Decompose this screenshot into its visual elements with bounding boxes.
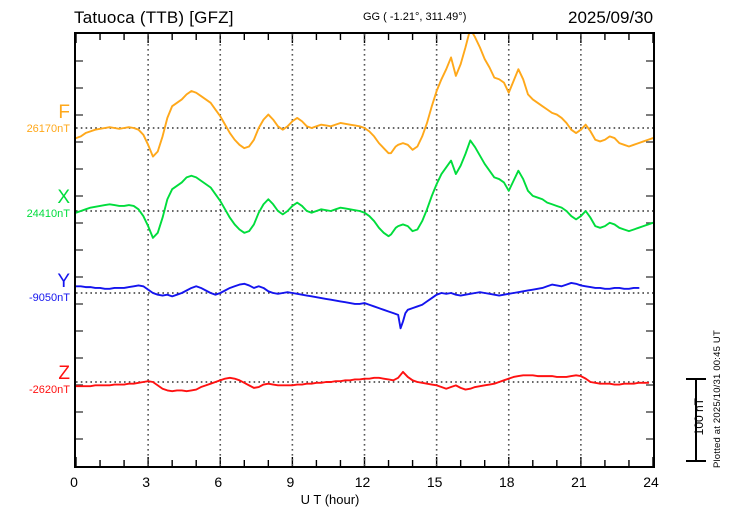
scale-bar-bottom-cap — [686, 460, 706, 462]
component-symbol-x: X — [57, 187, 70, 208]
x-tick-label-9: 9 — [286, 474, 295, 490]
scale-bar-line — [695, 378, 697, 462]
x-tick-label-15: 15 — [426, 474, 443, 490]
station-title: Tatuoca (TTB) [GFZ] — [74, 8, 234, 27]
date-label: 2025/09/30 — [568, 8, 654, 27]
component-symbol-z: Z — [58, 363, 70, 384]
x-tick-label-12: 12 — [354, 474, 371, 490]
component-symbol-f: F — [58, 102, 70, 123]
component-baseline-y: -9050nT — [29, 292, 70, 304]
x-tick-label-18: 18 — [498, 474, 515, 490]
x-axis-title: U T (hour) — [300, 492, 360, 507]
x-tick-label-0: 0 — [70, 474, 78, 490]
x-tick-label-6: 6 — [214, 474, 223, 490]
component-label-y: Y -9050nT — [4, 272, 70, 305]
magnetogram-traces — [76, 34, 653, 466]
component-label-f: F 26170nT — [4, 103, 70, 136]
x-tick-label-3: 3 — [142, 474, 151, 490]
scale-bar — [686, 378, 706, 462]
component-baseline-f: 26170nT — [26, 123, 70, 135]
component-baseline-z: -2620nT — [29, 384, 70, 396]
x-tick-label-21: 21 — [571, 474, 587, 490]
component-symbol-y: Y — [57, 271, 70, 292]
component-label-z: Z -2620nT — [4, 364, 70, 397]
plot-area — [74, 32, 655, 468]
component-baseline-x: 24410nT — [26, 208, 70, 220]
plot-timestamp: Plotted at 2025/10/31 00:45 UT — [712, 330, 723, 469]
x-tick-label-24: 24 — [643, 474, 659, 490]
scale-bar-label: 100 nT — [692, 398, 706, 436]
geographic-coordinates: GG ( -1.21°, 311.49°) — [363, 11, 467, 23]
component-label-x: X 24410nT — [4, 188, 70, 221]
